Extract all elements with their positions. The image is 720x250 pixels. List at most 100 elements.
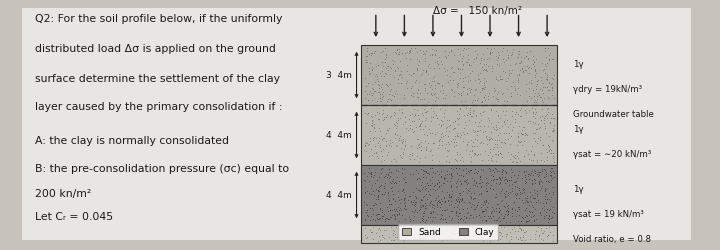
Point (522, 66, 534, 70)
Point (456, 224, 468, 228)
Point (473, 192, 485, 196)
Point (439, 108, 451, 112)
Point (438, 208, 449, 212)
Point (447, 70, 459, 74)
Point (477, 130, 489, 134)
Point (469, 98, 481, 102)
Point (417, 119, 428, 123)
Point (542, 216, 554, 220)
Point (544, 207, 556, 211)
Point (520, 175, 531, 179)
Point (446, 189, 458, 193)
Point (443, 172, 454, 176)
Point (462, 188, 474, 192)
Point (410, 112, 421, 116)
Point (404, 126, 415, 130)
Point (413, 88, 424, 92)
Point (366, 115, 378, 119)
Point (511, 143, 523, 147)
Point (463, 234, 474, 238)
Text: Δσ =   150 kn/m²: Δσ = 150 kn/m² (433, 6, 522, 16)
Point (467, 100, 478, 104)
Point (499, 195, 510, 199)
Point (372, 99, 383, 103)
Point (451, 82, 463, 86)
Point (425, 187, 436, 191)
Point (375, 167, 387, 171)
Point (485, 186, 496, 190)
Point (529, 131, 541, 135)
Point (487, 125, 499, 129)
Point (439, 173, 451, 177)
Point (531, 110, 542, 114)
Point (433, 122, 444, 126)
Point (531, 160, 543, 164)
Point (476, 180, 487, 184)
Point (478, 124, 490, 128)
Point (415, 190, 426, 194)
Point (414, 237, 426, 241)
Point (403, 72, 415, 76)
Point (370, 212, 382, 216)
Point (390, 199, 401, 203)
Point (436, 120, 448, 124)
Text: A: the clay is normally consolidated: A: the clay is normally consolidated (35, 136, 229, 146)
Point (530, 171, 541, 175)
Point (405, 194, 416, 198)
Point (476, 65, 487, 69)
Point (393, 198, 405, 202)
Point (376, 138, 387, 142)
Point (450, 209, 462, 213)
Point (369, 74, 380, 78)
Point (492, 216, 504, 220)
Point (419, 169, 431, 173)
Point (379, 217, 390, 221)
Point (462, 177, 473, 181)
Point (364, 166, 375, 170)
Point (424, 66, 436, 70)
Point (369, 144, 381, 148)
Point (420, 69, 431, 73)
Point (490, 236, 501, 240)
Point (458, 132, 469, 136)
Point (472, 73, 484, 77)
Point (500, 172, 511, 175)
Point (359, 141, 371, 145)
Point (500, 58, 512, 62)
Point (397, 213, 408, 217)
Point (399, 198, 410, 202)
Point (454, 68, 465, 71)
Point (450, 166, 462, 170)
Point (520, 219, 531, 223)
Point (387, 197, 399, 201)
Point (420, 146, 432, 150)
Point (366, 206, 378, 210)
Point (492, 202, 504, 206)
Point (435, 205, 446, 209)
Point (359, 190, 371, 194)
Point (534, 138, 545, 142)
Point (381, 115, 392, 119)
Point (549, 116, 560, 120)
Point (525, 210, 536, 214)
Point (415, 121, 427, 125)
Point (549, 211, 560, 215)
Point (529, 237, 541, 241)
Point (366, 118, 378, 122)
Point (528, 196, 539, 200)
Point (463, 200, 474, 204)
Point (373, 226, 384, 230)
Point (523, 210, 535, 214)
Point (541, 150, 553, 154)
Point (512, 192, 523, 196)
Point (432, 187, 444, 191)
Point (367, 204, 379, 208)
Point (480, 68, 492, 72)
Point (368, 134, 379, 138)
Point (537, 238, 549, 242)
Point (394, 153, 405, 157)
Point (376, 233, 387, 237)
Point (504, 183, 516, 187)
Point (452, 83, 464, 87)
Point (384, 92, 395, 96)
